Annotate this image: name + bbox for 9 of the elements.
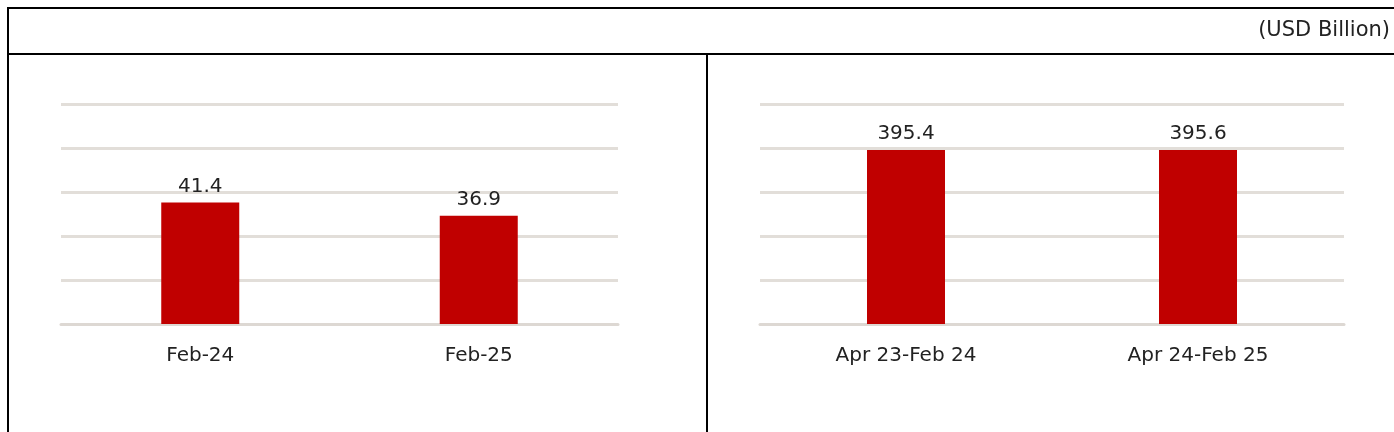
data-label: 36.9 [456, 185, 502, 210]
x-tick-label: Feb-25 [444, 342, 513, 366]
data-label: 395.6 [1169, 119, 1227, 144]
x-tick-label: Apr 24-Feb 25 [1127, 342, 1269, 366]
data-label: 395.4 [877, 120, 935, 145]
x-tick-label: Apr 23-Feb 24 [835, 342, 977, 366]
text: (USD Billion) [1258, 17, 1390, 41]
data-label: 41.4 [177, 172, 223, 197]
x-tick-label: Feb-24 [166, 342, 235, 366]
